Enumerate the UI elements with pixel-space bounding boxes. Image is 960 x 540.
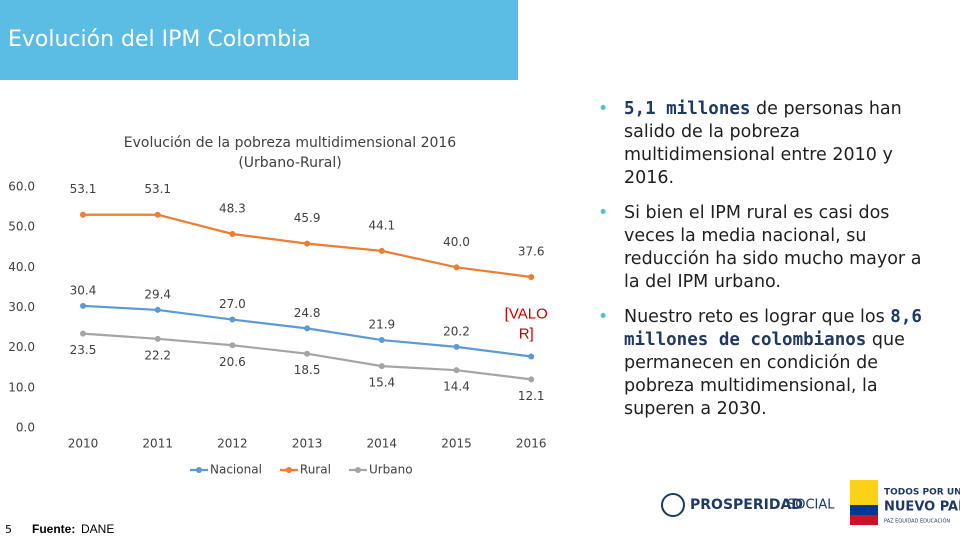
x-tick-label: 2012 <box>217 437 248 451</box>
point <box>378 363 385 370</box>
data-label: 15.4 <box>368 376 395 390</box>
header-title: Evolución del IPM Colombia <box>8 27 311 52</box>
x-tick-label: 2013 <box>292 437 323 451</box>
point <box>378 337 385 344</box>
data-label: 44.1 <box>368 218 395 232</box>
data-label: 45.9 <box>294 211 321 225</box>
data-label: 29.4 <box>144 287 171 301</box>
point <box>453 343 460 350</box>
data-label: 27.0 <box>219 297 246 311</box>
data-label: 53.1 <box>70 182 97 196</box>
point <box>229 342 236 349</box>
data-label: 22.2 <box>144 348 171 362</box>
x-tick-label: 2015 <box>441 437 472 451</box>
logo-icon <box>850 515 878 525</box>
x-tick-label: 2011 <box>142 437 173 451</box>
data-label: 23.5 <box>70 343 97 357</box>
legend-swatch <box>196 467 202 473</box>
point <box>154 335 161 342</box>
y-tick-label: 0.0 <box>16 421 35 435</box>
y-tick-label: 20.0 <box>8 340 35 354</box>
y-tick-label: 40.0 <box>8 260 35 274</box>
data-label: 48.3 <box>219 201 246 215</box>
y-tick-label: 10.0 <box>8 380 35 394</box>
logo-icon <box>850 505 878 515</box>
logo-text: TODOS POR UN <box>884 488 960 498</box>
x-tick-label: 2014 <box>367 437 398 451</box>
data-label: 14.4 <box>443 380 470 394</box>
bullet-text: Nuestro reto es lograr que los <box>624 307 891 327</box>
y-tick-label: 60.0 <box>8 180 35 194</box>
chart-subtitle: (Urbano-Rural) <box>238 155 341 171</box>
bullet-text: 8,6 millones de colombianos <box>624 307 922 350</box>
source-label: Fuente: <box>32 522 75 536</box>
point <box>80 330 86 337</box>
bullet-text: 5,1 millones <box>624 99 751 119</box>
data-label: 40.0 <box>443 235 470 249</box>
legend-label: Urbano <box>369 463 413 477</box>
data-label: 18.5 <box>294 363 321 377</box>
data-label: 12.1 <box>518 389 545 403</box>
data-label: 20.6 <box>219 355 246 369</box>
data-label: 37.6 <box>518 244 545 258</box>
bullet: 5,1 millones de personas han salido de l… <box>598 98 928 190</box>
point <box>453 367 460 374</box>
point <box>378 247 385 254</box>
point <box>80 211 86 218</box>
data-label: 21.9 <box>368 318 395 332</box>
data-label: 20.2 <box>443 324 470 338</box>
legend-label: Nacional <box>210 463 262 477</box>
logo-text: NUEVO PAÍS <box>884 499 960 515</box>
logo-text: PROSPERIDAD <box>690 497 803 513</box>
point <box>229 316 236 323</box>
data-label: 24.8 <box>294 306 321 320</box>
point <box>453 264 460 271</box>
x-tick-label: 2010 <box>68 437 99 451</box>
bullet-text: de personas han salido de la pobreza mul… <box>624 99 902 188</box>
bullet-list: 5,1 millones de personas han salido de l… <box>598 98 928 433</box>
logo-text: SOCIAL <box>787 498 835 513</box>
bullet-text: que permanecen en condición de pobreza m… <box>624 330 905 419</box>
chart-title: Evolución de la pobreza multidimensional… <box>124 135 457 151</box>
point <box>229 230 236 237</box>
header-bar <box>0 0 518 80</box>
legend-swatch <box>354 467 361 473</box>
point <box>154 306 161 313</box>
logo-text: PAZ EQUIDAD EDUCACIÓN <box>884 518 950 525</box>
point <box>528 353 535 360</box>
logo-icon <box>661 493 685 517</box>
y-tick-label: 50.0 <box>8 220 35 234</box>
point <box>304 350 311 357</box>
legend-label: Rural <box>300 463 331 477</box>
y-tick-label: 30.0 <box>8 300 35 314</box>
point <box>304 240 311 247</box>
point <box>304 325 311 332</box>
bullet-text: Si bien el IPM rural es casi dos veces l… <box>624 203 922 292</box>
source: DANE <box>81 522 114 536</box>
bullet: Si bien el IPM rural es casi dos veces l… <box>598 202 928 294</box>
x-tick-label: 2016 <box>516 437 547 451</box>
data-label: [VALO R] <box>505 305 548 342</box>
point <box>80 302 86 309</box>
page-number: 5 <box>5 523 12 536</box>
bullet: Nuestro reto es lograr que los 8,6 millo… <box>598 306 928 421</box>
legend-swatch <box>285 467 292 473</box>
point <box>154 211 161 218</box>
point <box>528 376 535 383</box>
point <box>528 273 535 280</box>
data-label: 30.4 <box>70 283 97 297</box>
data-label: 53.1 <box>144 182 171 196</box>
